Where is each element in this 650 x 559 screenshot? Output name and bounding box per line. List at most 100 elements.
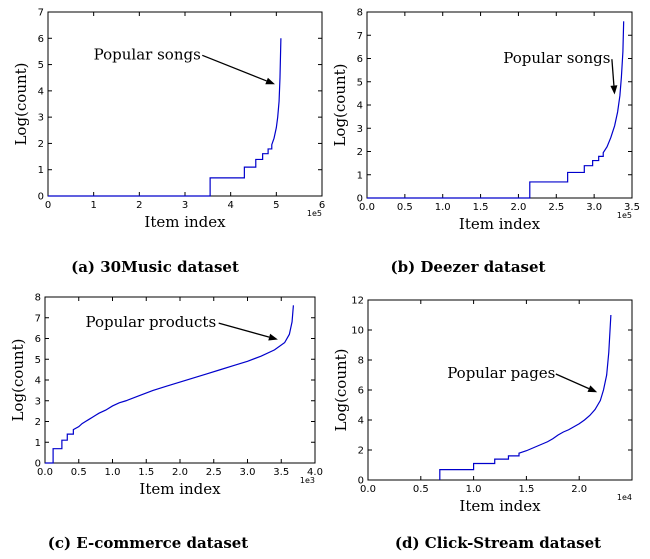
x-tick-label: 2.0 xyxy=(510,202,526,213)
y-tick-label: 2 xyxy=(357,147,363,158)
annotation-arrowhead xyxy=(268,333,278,341)
y-tick-label: 4 xyxy=(358,416,364,427)
x-tick-label: 6 xyxy=(319,200,325,211)
x-axis-label: Item index xyxy=(139,480,221,498)
x-tick-label: 3.5 xyxy=(273,467,289,478)
annotation-text: Popular pages xyxy=(447,364,555,382)
y-tick-label: 2 xyxy=(38,139,44,150)
y-tick-label: 7 xyxy=(38,8,44,19)
y-axis-label: Log(count) xyxy=(332,348,350,431)
y-tick-label: 3 xyxy=(357,124,363,135)
x-axis-label: Item index xyxy=(459,497,541,515)
y-tick-label: 2 xyxy=(358,446,364,457)
figure-caption: (b) Deezer dataset xyxy=(391,258,546,276)
y-axis-label: Log(count) xyxy=(12,62,30,145)
y-tick-label: 3 xyxy=(38,113,44,124)
x-axis-multiplier: 1e5 xyxy=(617,211,632,220)
y-tick-label: 7 xyxy=(35,313,41,324)
annotation-arrow xyxy=(218,322,270,338)
figure-caption: (a) 30Music dataset xyxy=(71,258,239,276)
x-tick-label: 0.0 xyxy=(359,202,375,213)
annotation-text: Popular songs xyxy=(94,45,201,63)
series-line xyxy=(45,305,294,464)
x-axis-label: Item index xyxy=(144,213,226,231)
y-tick-label: 0 xyxy=(35,459,41,470)
y-tick-label: 8 xyxy=(35,293,41,304)
chart-panel-1: 0 1 2 3 4 5 6 0 1 2 3 4 5 6 7 1e5 Item index Log(count) Po… xyxy=(12,8,325,277)
y-axis-label: Log(count) xyxy=(9,338,27,421)
figure-caption: (c) E-commerce dataset xyxy=(48,534,249,552)
x-tick-label: 2.0 xyxy=(172,467,188,478)
y-tick-label: 5 xyxy=(35,355,41,366)
y-tick-label: 7 xyxy=(357,31,363,42)
x-tick-label: 1.5 xyxy=(138,467,154,478)
annotation-arrow xyxy=(611,59,615,86)
x-tick-label: 0.5 xyxy=(413,484,429,495)
x-tick-label: 2.5 xyxy=(548,202,564,213)
x-tick-label: 1.0 xyxy=(466,484,482,495)
x-tick-label: 4 xyxy=(227,200,233,211)
x-tick-label: 1.5 xyxy=(518,484,534,495)
y-tick-label: 8 xyxy=(357,8,363,19)
x-tick-label: 1 xyxy=(90,200,96,211)
y-tick-label: 0 xyxy=(38,192,44,203)
x-tick-label: 2 xyxy=(136,200,142,211)
y-tick-label: 0 xyxy=(358,476,364,487)
y-tick-label: 5 xyxy=(38,60,44,71)
figure-caption: (d) Click-Stream dataset xyxy=(395,534,601,552)
x-tick-label: 4.0 xyxy=(307,467,323,478)
chart-panel-2: 0.0 0.5 1.0 1.5 2.0 2.5 3.0 3.5 0 1 2 3 4 5 6 7 8 1e5 Item… xyxy=(331,8,640,277)
y-tick-label: 3 xyxy=(35,396,41,407)
chart-panel-4: 0.0 0.5 1.0 1.5 2.0 0 2 4 6 8 10 12 1e4 Item index Log… xyxy=(332,296,633,552)
chart-panel-3: 0.0 0.5 1.0 1.5 2.0 2.5 3.0 3.5 4.0 0 1 2 3 4 5 6 7 8 1e3 I… xyxy=(9,293,323,553)
x-axis-multiplier: 1e5 xyxy=(307,209,322,218)
x-tick-label: 3.0 xyxy=(240,467,256,478)
y-tick-label: 8 xyxy=(358,356,364,367)
y-tick-label: 6 xyxy=(357,54,363,65)
plot-frame xyxy=(366,11,633,199)
x-tick-label: 2.5 xyxy=(206,467,222,478)
x-axis-multiplier: 1e3 xyxy=(300,476,315,485)
x-tick-label: 1.0 xyxy=(105,467,121,478)
y-tick-label: 6 xyxy=(38,34,44,45)
x-tick-label: 2.0 xyxy=(571,484,587,495)
series-line xyxy=(439,314,612,480)
series-line xyxy=(48,38,282,197)
x-axis-label: Item index xyxy=(459,215,541,233)
y-tick-label: 4 xyxy=(357,101,363,112)
x-tick-label: 3 xyxy=(182,200,188,211)
annotation-arrowhead xyxy=(587,385,598,393)
x-tick-label: 1.0 xyxy=(435,202,451,213)
x-tick-label: 3.5 xyxy=(624,202,640,213)
y-tick-label: 5 xyxy=(357,77,363,88)
annotation-arrow xyxy=(555,373,590,390)
y-tick-label: 10 xyxy=(351,326,364,337)
x-tick-label: 0.5 xyxy=(397,202,413,213)
annotation-text: Popular songs xyxy=(503,49,610,67)
x-tick-label: 0 xyxy=(45,200,51,211)
annotation-arrowhead xyxy=(610,85,618,95)
y-tick-label: 1 xyxy=(35,438,41,449)
x-tick-label: 1.5 xyxy=(473,202,489,213)
y-tick-label: 0 xyxy=(357,194,363,205)
x-axis-multiplier: 1e4 xyxy=(617,493,632,502)
annotation-arrow xyxy=(202,54,267,82)
y-tick-label: 2 xyxy=(35,417,41,428)
annotation-arrowhead xyxy=(265,77,275,85)
y-tick-label: 1 xyxy=(357,170,363,181)
y-tick-label: 6 xyxy=(35,334,41,345)
x-tick-label: 0.5 xyxy=(71,467,87,478)
x-tick-label: 0.0 xyxy=(37,467,53,478)
y-tick-label: 4 xyxy=(38,86,44,97)
y-tick-label: 1 xyxy=(38,165,44,176)
x-tick-label: 0.0 xyxy=(360,484,376,495)
y-axis-label: Log(count) xyxy=(331,63,349,146)
x-tick-label: 5 xyxy=(273,200,279,211)
y-tick-label: 6 xyxy=(358,386,364,397)
series-line xyxy=(367,21,625,199)
x-tick-label: 3.0 xyxy=(586,202,602,213)
y-tick-label: 12 xyxy=(351,296,364,307)
annotation-text: Popular products xyxy=(86,313,217,331)
y-tick-label: 4 xyxy=(35,376,41,387)
